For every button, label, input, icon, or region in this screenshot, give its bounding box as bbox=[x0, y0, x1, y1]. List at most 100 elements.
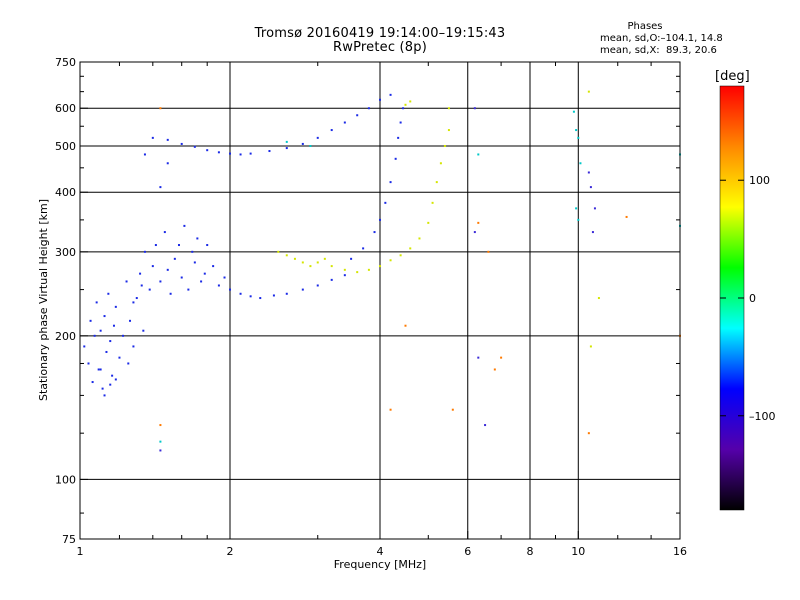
echo-point bbox=[229, 152, 231, 155]
echo-point bbox=[268, 150, 271, 153]
echo-point bbox=[399, 254, 402, 257]
echo-point bbox=[187, 288, 190, 291]
grid bbox=[80, 62, 680, 539]
echo-point bbox=[409, 100, 412, 103]
echo-point bbox=[473, 231, 476, 234]
echo-point bbox=[316, 284, 319, 287]
x-axis: 1 2 4 6 8 10 16 bbox=[77, 62, 687, 558]
chart-title: Tromsø 20160419 19:14:00–19:15:43 bbox=[254, 26, 506, 41]
echo-point bbox=[477, 153, 480, 156]
echo-point bbox=[129, 319, 132, 322]
echo-point bbox=[356, 271, 359, 274]
echo-point bbox=[132, 301, 135, 304]
echo-point bbox=[591, 231, 594, 234]
echo-point bbox=[163, 231, 166, 234]
echo-point bbox=[379, 218, 381, 221]
echo-point bbox=[316, 261, 319, 264]
echo-point bbox=[301, 261, 304, 264]
echo-point bbox=[367, 107, 370, 110]
echo-point bbox=[418, 237, 421, 240]
y-tick-label: 400 bbox=[55, 186, 76, 199]
echo-point bbox=[229, 288, 231, 291]
echo-point bbox=[180, 142, 183, 145]
echo-point bbox=[500, 356, 503, 359]
echo-point bbox=[111, 374, 114, 377]
echo-point bbox=[103, 315, 106, 318]
echo-point bbox=[97, 368, 100, 371]
echo-point bbox=[169, 292, 172, 295]
echo-point bbox=[87, 362, 90, 365]
echo-point bbox=[105, 350, 108, 353]
echo-point bbox=[451, 408, 454, 411]
echo-point bbox=[301, 288, 304, 291]
echo-point bbox=[309, 144, 312, 147]
echo-point bbox=[143, 250, 146, 253]
echo-point bbox=[99, 329, 102, 332]
echo-point bbox=[404, 324, 407, 327]
echo-point bbox=[625, 215, 628, 218]
echo-point bbox=[285, 292, 288, 295]
echo-point bbox=[151, 265, 154, 268]
echo-point bbox=[477, 221, 480, 224]
echo-point bbox=[389, 259, 392, 262]
echo-point bbox=[384, 201, 387, 204]
echo-point bbox=[239, 153, 242, 156]
echo-point bbox=[427, 221, 430, 224]
echo-point bbox=[293, 257, 296, 260]
echo-point bbox=[399, 121, 402, 124]
echo-point bbox=[577, 218, 580, 221]
echo-point bbox=[193, 145, 196, 148]
y-tick-label: 500 bbox=[55, 140, 76, 153]
echo-point bbox=[196, 237, 199, 240]
echo-point bbox=[99, 368, 102, 371]
echo-point bbox=[431, 201, 434, 204]
x-tick-label: 8 bbox=[527, 545, 534, 558]
echo-point bbox=[212, 265, 215, 268]
echo-point bbox=[148, 288, 151, 291]
y-axis-title: Stationary phase Virtual Height [km] bbox=[37, 199, 50, 401]
echo-point bbox=[132, 345, 135, 348]
colorbar-unit: [deg] bbox=[715, 69, 750, 84]
echo-point bbox=[159, 186, 162, 189]
y-tick-label: 750 bbox=[55, 56, 76, 69]
echo-point bbox=[394, 157, 397, 160]
y-axis: 750 600 500 400 300 200 100 75 bbox=[55, 56, 680, 546]
colorbar-ticks: 100 0 –100 bbox=[720, 174, 776, 423]
echo-point bbox=[114, 305, 117, 308]
echo-point bbox=[272, 294, 275, 297]
echo-point bbox=[159, 424, 162, 427]
echo-point bbox=[125, 280, 128, 283]
echo-point bbox=[330, 129, 333, 132]
echo-point bbox=[200, 280, 203, 283]
echo-point bbox=[439, 162, 442, 165]
echo-point bbox=[101, 387, 104, 390]
chart-subtitle: RwPretec (8p) bbox=[333, 40, 427, 55]
echo-point bbox=[217, 284, 220, 287]
echo-point bbox=[166, 162, 169, 165]
echo-point bbox=[166, 138, 169, 141]
echo-point bbox=[575, 207, 578, 210]
echo-point bbox=[183, 224, 186, 227]
echo-point bbox=[206, 149, 209, 152]
echo-point bbox=[477, 356, 480, 359]
echo-point bbox=[443, 144, 446, 147]
echo-point bbox=[589, 186, 592, 189]
echo-point bbox=[587, 171, 590, 174]
echo-point bbox=[223, 276, 226, 279]
echo-point bbox=[180, 276, 183, 279]
x-tick-label: 16 bbox=[673, 545, 687, 558]
echo-point bbox=[103, 394, 106, 397]
colorbar-tick-label: 0 bbox=[749, 292, 756, 305]
y-tick-label: 300 bbox=[55, 246, 76, 259]
echo-point bbox=[362, 247, 365, 250]
echo-point bbox=[95, 301, 98, 304]
echo-point bbox=[177, 244, 180, 247]
x-tick-label: 6 bbox=[464, 545, 471, 558]
echo-point bbox=[587, 90, 590, 93]
echo-point bbox=[142, 329, 145, 332]
echo-point bbox=[373, 231, 376, 234]
echo-point bbox=[249, 152, 252, 155]
echo-point bbox=[191, 250, 194, 253]
echo-point bbox=[402, 107, 405, 110]
